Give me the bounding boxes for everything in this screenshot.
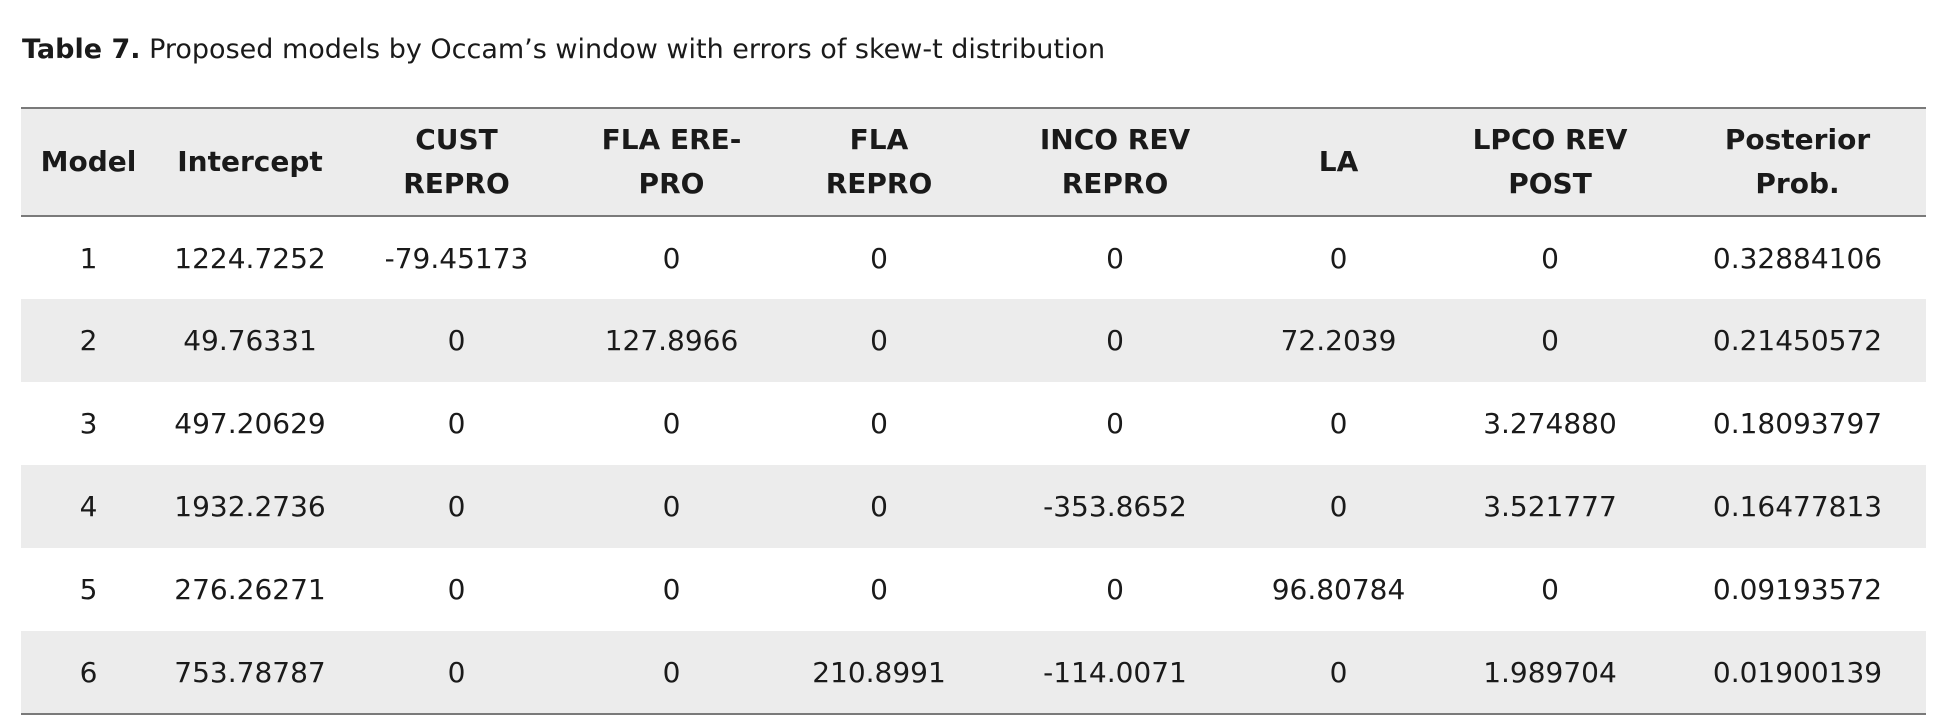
cell-intercept: 276.26271 [174, 573, 326, 606]
header-line: PRO [638, 167, 705, 200]
cell-cust-repro: 0 [447, 407, 466, 440]
header-la: LA [1246, 107, 1431, 217]
cell-fla-erepro: 127.8966 [604, 324, 739, 357]
cell-model: 6 [21, 631, 156, 715]
header-line: REPRO [403, 167, 510, 200]
table-row: 1 1224.7252 -79.45173 0 0 0 0 0 0.32884106 [21, 216, 1926, 299]
cell-la: 0 [1329, 241, 1348, 275]
cell-model: 3 [79, 407, 98, 440]
table-row: 3 497.20629 0 0 0 0 0 3.274880 0.18093797 [21, 382, 1926, 465]
header-fla-repro: FLA REPRO [774, 107, 984, 217]
header-intercept: Intercept [156, 107, 344, 217]
cell-fla-repro: 0 [870, 324, 888, 357]
cell-cust-repro: 0 [447, 324, 466, 357]
cell-lpco-rev-post: 1.989704 [1431, 631, 1669, 715]
cell-posterior-prob: 0.01900139 [1669, 631, 1926, 715]
cell-model: 5 [79, 573, 98, 606]
cell-posterior-prob: 0.18093797 [1712, 407, 1883, 440]
header-line: LPCO REV [1472, 123, 1628, 156]
cell-la: 72.2039 [1280, 324, 1397, 357]
cell-inco-rev-repro: 0 [1106, 241, 1124, 275]
cell-model: 2 [79, 324, 98, 357]
cell-fla-repro: 0 [870, 407, 888, 440]
cell-fla-erepro: 0 [662, 573, 681, 606]
cell-lpco-rev-post: 0 [1541, 573, 1559, 606]
cell-posterior-prob: 0.21450572 [1712, 324, 1883, 357]
cell-model: 1 [79, 241, 98, 275]
table-row: 2 49.76331 0 127.8966 0 0 72.2039 0 0.21450572 [21, 299, 1926, 382]
header-line: POST [1508, 167, 1592, 200]
cell-cust-repro: -79.45173 [384, 241, 529, 275]
cell-lpco-rev-post: 0 [1541, 324, 1559, 357]
cell-inco-rev-repro: -353.8652 [1043, 490, 1187, 523]
caption-label: Table 7. [22, 34, 141, 65]
cell-posterior-prob: 0.09193572 [1712, 573, 1883, 606]
table-row: 4 1932.2736 0 0 0 -353.8652 0 3.521777 0.1647781… [21, 465, 1926, 548]
cell-fla-erepro: 0 [569, 631, 774, 715]
table-row: 5 276.26271 0 0 0 0 96.80784 0 0.09193572 [21, 548, 1926, 631]
cell-lpco-rev-post: 0 [1541, 241, 1559, 275]
cell-cust-repro: 0 [344, 631, 569, 715]
cell-posterior-prob: 0.16477813 [1712, 490, 1883, 523]
cell-fla-repro: 0 [870, 490, 888, 523]
cell-model: 4 [79, 490, 98, 523]
results-table: Model Intercept CUST REPRO FLA ERE- PRO FLA REP… [21, 107, 1926, 715]
table-body: 1 1224.7252 -79.45173 0 0 0 0 0 0.32884106 2 49.76… [21, 216, 1926, 715]
cell-intercept: 1932.2736 [174, 490, 326, 523]
header-line: CUST [415, 123, 498, 156]
header-cust-repro: CUST REPRO [344, 107, 569, 217]
cell-posterior-prob: 0.32884106 [1712, 241, 1883, 275]
header-model: Model [21, 107, 156, 217]
header-posterior-prob: Posterior Prob. [1669, 107, 1926, 217]
header-line: FLA ERE- [601, 123, 742, 156]
header-line: Intercept [177, 145, 323, 178]
header-line: Prob. [1755, 167, 1840, 200]
header-line: Model [40, 145, 137, 178]
header-row: Model Intercept CUST REPRO FLA ERE- PRO FLA REP… [21, 107, 1926, 217]
cell-inco-rev-repro: 0 [1106, 573, 1124, 606]
header-line: LA [1318, 145, 1359, 178]
table-row: 6 753.78787 0 0 210.8991 -114.0071 0 1.989704 0.… [21, 631, 1926, 715]
cell-la: 96.80784 [1271, 573, 1406, 606]
header-lpco-rev-post: LPCO REV POST [1431, 107, 1669, 217]
cell-inco-rev-repro: 0 [1106, 324, 1124, 357]
cell-la: 0 [1246, 631, 1431, 715]
header-line: REPRO [1061, 167, 1169, 200]
cell-fla-repro: 0 [870, 241, 888, 275]
cell-inco-rev-repro: -114.0071 [984, 631, 1246, 715]
cell-lpco-rev-post: 3.521777 [1483, 490, 1617, 523]
header-line: REPRO [825, 167, 933, 200]
caption-text: Proposed models by Occam’s window with e… [140, 34, 1106, 65]
cell-intercept: 753.78787 [156, 631, 344, 715]
cell-fla-erepro: 0 [662, 407, 681, 440]
header-fla-erepro: FLA ERE- PRO [569, 107, 774, 217]
cell-cust-repro: 0 [447, 490, 466, 523]
header-inco-rev-repro: INCO REV REPRO [984, 107, 1246, 217]
cell-fla-erepro: 0 [662, 490, 681, 523]
cell-fla-repro: 210.8991 [774, 631, 984, 715]
cell-lpco-rev-post: 3.274880 [1483, 407, 1617, 440]
cell-cust-repro: 0 [447, 573, 466, 606]
cell-intercept: 49.76331 [183, 324, 317, 357]
cell-la: 0 [1329, 407, 1348, 440]
header-line: INCO REV [1039, 123, 1191, 156]
cell-la: 0 [1329, 490, 1348, 523]
cell-intercept: 497.20629 [174, 407, 326, 440]
header-line: Posterior [1724, 123, 1871, 156]
header-line: FLA [849, 123, 909, 156]
table-caption: Table 7. Proposed models by Occam’s wind… [22, 30, 1105, 70]
cell-fla-erepro: 0 [662, 241, 681, 275]
cell-fla-repro: 0 [870, 573, 888, 606]
cell-intercept: 1224.7252 [174, 241, 326, 275]
cell-inco-rev-repro: 0 [1106, 407, 1124, 440]
